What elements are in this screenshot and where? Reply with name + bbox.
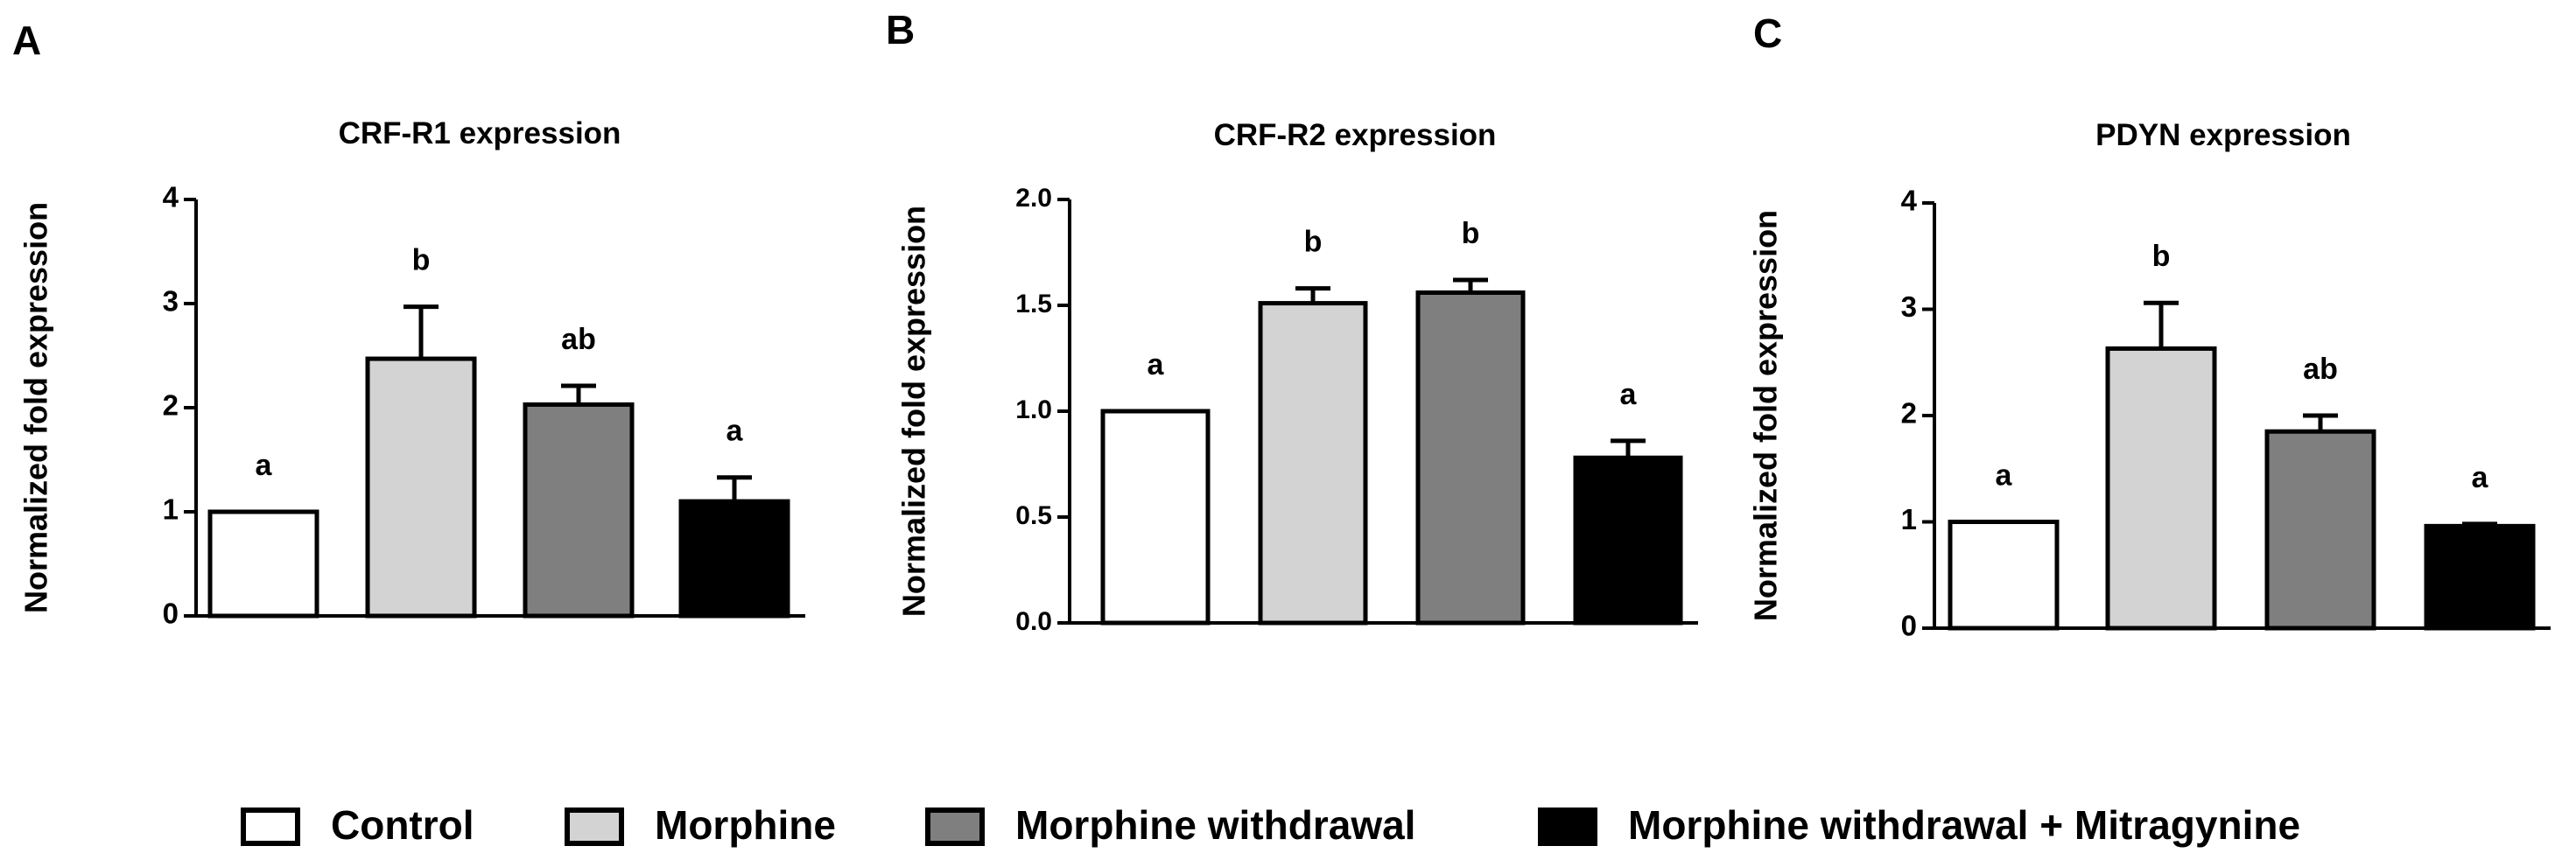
bar-4 xyxy=(2424,523,2536,631)
y-tick-label: 1.5 xyxy=(1015,290,1052,318)
bar-1 xyxy=(1948,520,2060,631)
significance-label-2: b xyxy=(2152,240,2171,273)
chart-title: CRF-R1 expression xyxy=(339,116,621,150)
chart-title: CRF-R2 expression xyxy=(1214,118,1497,152)
legend-swatch-3 xyxy=(925,808,985,846)
bar-4 xyxy=(1573,455,1683,626)
y-tick-label: 3 xyxy=(1901,290,1917,323)
significance-label-3: ab xyxy=(561,323,596,356)
y-tick-label: 1 xyxy=(163,493,179,526)
panel-label: A xyxy=(12,17,41,63)
legend-swatch-1 xyxy=(241,808,300,846)
y-tick-label: 0 xyxy=(1901,610,1917,642)
y-tick-label: 2.0 xyxy=(1015,184,1052,213)
y-tick-label: 4 xyxy=(163,181,179,213)
legend-swatch-2 xyxy=(565,808,624,846)
y-tick-label: 2 xyxy=(1901,397,1917,430)
y-axis-label: Normalized fold expression xyxy=(896,206,932,617)
significance-label-2: b xyxy=(1304,226,1323,259)
y-tick-label: 0 xyxy=(163,598,179,630)
y-tick-label: 1 xyxy=(1901,503,1917,535)
bar-3 xyxy=(523,402,635,619)
y-tick-label: 0.5 xyxy=(1015,501,1052,530)
significance-label-2: b xyxy=(412,244,431,277)
y-axis-label: Normalized fold expression xyxy=(18,202,54,613)
legend-label-1: Control xyxy=(331,802,474,848)
legend: Control Morphine Morphine withdrawal Morphi… xyxy=(241,802,2300,848)
bar-1 xyxy=(1100,409,1211,626)
chart-panel-b: B CRF-R2 expression Normalized fold expres… xyxy=(886,7,1698,636)
panel-label: C xyxy=(1753,10,1782,56)
chart-title: PDYN expression xyxy=(2095,118,2351,152)
y-tick-label: 1.0 xyxy=(1015,395,1052,424)
significance-label-1: a xyxy=(1996,459,2013,493)
bar-1 xyxy=(207,509,319,619)
y-tick-label: 4 xyxy=(1901,185,1918,217)
bar-4 xyxy=(678,499,790,619)
significance-label-1: a xyxy=(256,449,273,482)
legend-label-4: Morphine withdrawal + Mitragynine xyxy=(1628,802,2300,848)
chart-panel-a: A CRF-R1 expression Normalized fold expres… xyxy=(12,17,805,630)
significance-label-3: b xyxy=(1462,217,1480,250)
bar-3 xyxy=(1415,290,1526,626)
y-tick-label: 3 xyxy=(163,285,179,318)
significance-label-3: ab xyxy=(2303,353,2338,386)
chart-panel-c: C PDYN expression Normalized fold expressi… xyxy=(1748,10,2551,642)
panel-label: B xyxy=(886,7,915,52)
legend-label-2: Morphine xyxy=(655,802,836,848)
bar-3 xyxy=(2264,429,2376,631)
bar-2 xyxy=(365,356,477,619)
legend-swatch-4 xyxy=(1538,808,1597,846)
bar-2 xyxy=(2105,346,2217,631)
significance-label-4: a xyxy=(726,415,744,448)
legend-label-3: Morphine withdrawal xyxy=(1015,802,1415,848)
significance-label-1: a xyxy=(1148,348,1165,381)
y-tick-label: 0.0 xyxy=(1015,607,1052,636)
y-tick-label: 2 xyxy=(163,389,179,422)
significance-label-4: a xyxy=(2472,461,2489,494)
y-axis-label: Normalized fold expression xyxy=(1748,210,1784,621)
significance-label-4: a xyxy=(1620,378,1638,411)
bar-2 xyxy=(1258,301,1368,626)
